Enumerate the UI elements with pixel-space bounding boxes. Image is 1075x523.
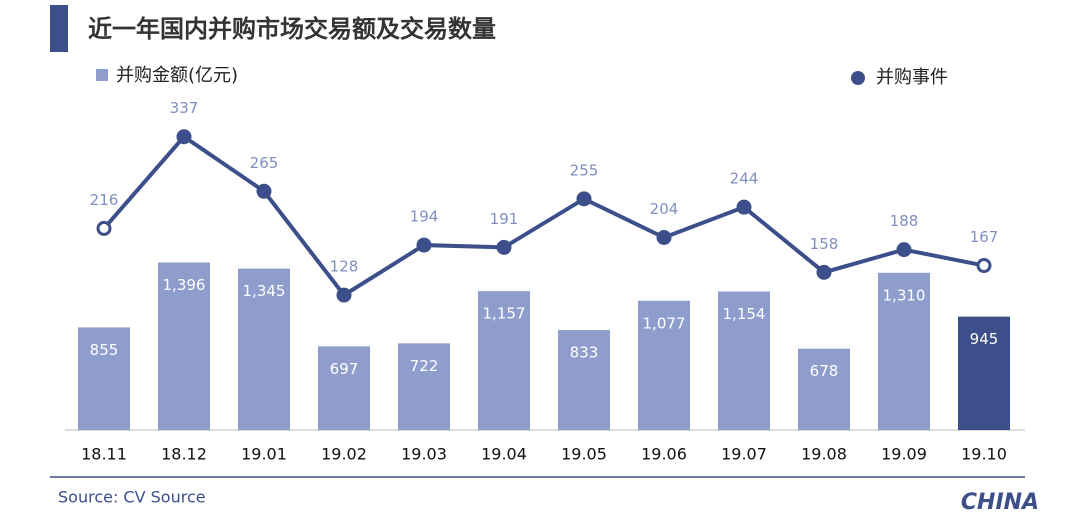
title-bar <box>50 5 68 52</box>
legend-swatch <box>96 69 108 81</box>
point-label: 255 <box>570 161 599 179</box>
bar <box>558 330 610 430</box>
bar-label: 855 <box>90 341 119 359</box>
bar-label: 678 <box>810 362 839 380</box>
marker <box>336 287 352 303</box>
point-label: 337 <box>170 99 199 117</box>
bar <box>878 272 930 430</box>
point-label: 167 <box>970 228 999 246</box>
bar-label: 1,310 <box>883 286 926 304</box>
x-tick-label: 18.11 <box>81 445 127 464</box>
marker <box>896 242 912 258</box>
marker <box>736 199 752 215</box>
x-tick-label: 19.01 <box>241 445 287 464</box>
x-tick-label: 19.09 <box>881 445 927 464</box>
bar <box>958 316 1010 430</box>
point-label: 194 <box>410 208 439 226</box>
legend-swatch <box>851 71 865 85</box>
bar <box>238 268 290 430</box>
marker <box>576 191 592 207</box>
point-label: 204 <box>650 200 679 218</box>
point-label: 244 <box>730 170 759 188</box>
bar-label: 1,157 <box>483 305 526 323</box>
point-label: 265 <box>250 154 279 172</box>
marker <box>176 129 192 145</box>
marker <box>256 183 272 199</box>
bar-label: 722 <box>410 357 439 375</box>
bar <box>478 291 530 430</box>
bar-label: 1,154 <box>723 305 766 323</box>
marker <box>416 237 432 253</box>
bar-label: 1,077 <box>643 314 686 332</box>
marker <box>96 220 112 236</box>
x-tick-label: 19.06 <box>641 445 687 464</box>
bar <box>798 348 850 430</box>
bar-label: 945 <box>970 330 999 348</box>
source: Source: CV Source <box>58 488 206 507</box>
bar <box>638 300 690 430</box>
x-tick-label: 18.12 <box>161 445 207 464</box>
bar <box>718 291 770 430</box>
x-tick-label: 19.03 <box>401 445 447 464</box>
bar-label: 1,345 <box>243 282 286 300</box>
x-tick-label: 19.04 <box>481 445 527 464</box>
bar <box>398 343 450 430</box>
bar <box>158 262 210 430</box>
chart-title: 近一年国内并购市场交易额及交易数量 <box>88 15 496 43</box>
bar-label: 833 <box>570 344 599 362</box>
point-label: 188 <box>890 212 919 230</box>
bar-label: 1,396 <box>163 276 206 294</box>
point-label: 128 <box>330 258 359 276</box>
x-tick-label: 19.08 <box>801 445 847 464</box>
bar-label: 697 <box>330 360 359 378</box>
marker <box>816 264 832 280</box>
legend-label: 并购金额(亿元) <box>116 65 238 86</box>
point-label: 191 <box>490 210 519 228</box>
line <box>102 134 985 298</box>
x-tick-label: 19.05 <box>561 445 607 464</box>
logo: CHINA <box>961 490 1039 515</box>
x-tick-label: 19.02 <box>321 445 367 464</box>
point-label: 216 <box>90 191 119 209</box>
bar <box>318 346 370 430</box>
x-tick-label: 19.07 <box>721 445 767 464</box>
legend-label: 并购事件 <box>876 67 948 88</box>
marker <box>496 239 512 255</box>
point-label: 158 <box>810 235 839 253</box>
x-tick-label: 19.10 <box>961 445 1007 464</box>
marker <box>976 258 992 274</box>
bar <box>78 327 130 430</box>
marker <box>656 229 672 245</box>
